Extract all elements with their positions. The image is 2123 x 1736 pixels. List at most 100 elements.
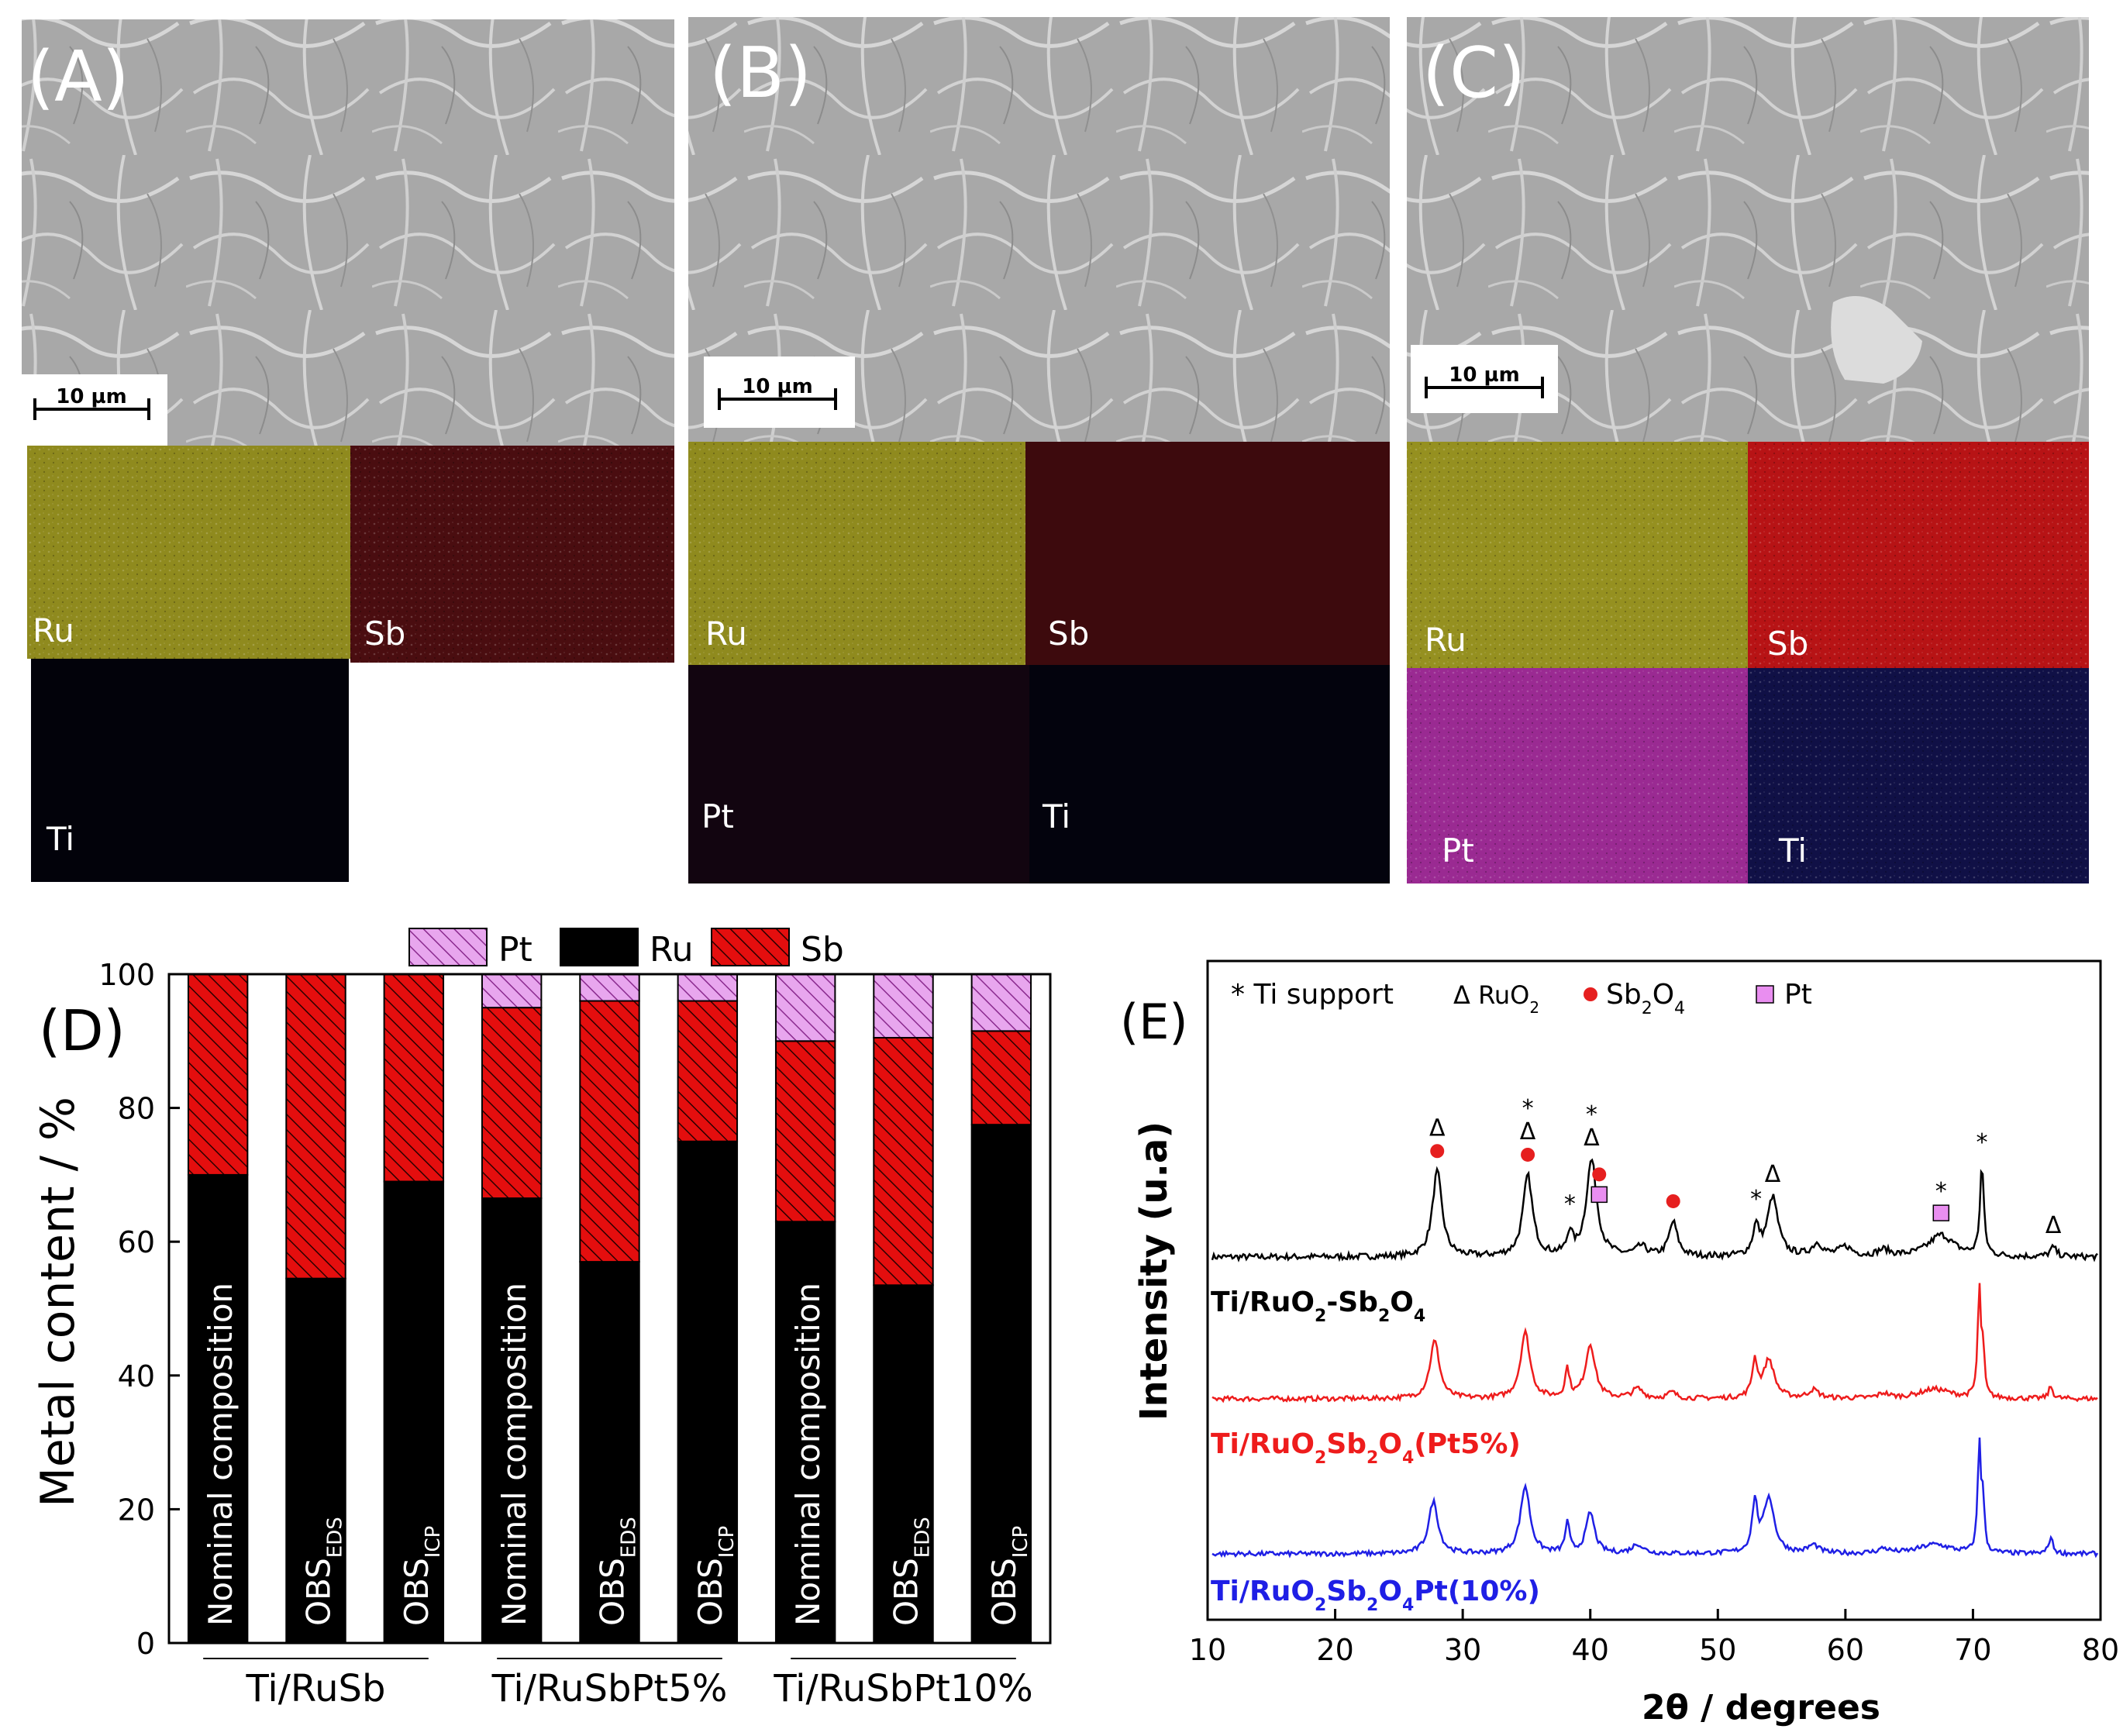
panel-label-a: (A) — [27, 36, 129, 118]
annotation-ruo2: Δ — [1520, 1118, 1536, 1145]
category-label-main: Nominal composition — [202, 1283, 240, 1626]
category-label-main: OBS — [887, 1558, 925, 1626]
annotation-sb2o4 — [1521, 1147, 1535, 1162]
annotation-sb2o4 — [1592, 1167, 1607, 1182]
scale-bar-c: 10 µm — [1411, 345, 1558, 413]
annotation-ti: * — [1976, 1129, 1987, 1156]
annotation-ti: * — [1750, 1186, 1762, 1213]
xrd-line-1 — [1211, 1283, 2098, 1404]
eds-map-b-pt — [688, 665, 1029, 884]
y-tick-label-d: 80 — [118, 1092, 155, 1126]
eds-label-c-sb: Sb — [1767, 625, 1808, 663]
bar-sb-5 — [677, 1000, 739, 1142]
peak-annotations-e: Δ Δ**Δ**Δ**Δ — [1429, 1095, 2062, 1239]
annotation-pt — [1591, 1186, 1608, 1204]
x-tick-label-e: 60 — [1827, 1633, 1864, 1667]
bar-pt-6 — [774, 973, 836, 1042]
category-label-main: OBS — [300, 1558, 338, 1626]
y-tick-label-d: 100 — [98, 958, 155, 992]
annotation-pt — [1932, 1204, 1950, 1221]
category-label-main: OBS — [398, 1558, 436, 1626]
sem-panel-b: (B) 10 µm Ru Sb Pt Ti — [688, 17, 1390, 884]
eds-map-b-ti — [1029, 665, 1390, 884]
legend-ti-support: * Ti support — [1231, 979, 1394, 1011]
xrd-chart-e: (E) Intensity (u.a) 2θ / degrees * Ti su… — [1120, 959, 2119, 1727]
eds-label-b-ru: Ru — [705, 615, 747, 653]
category-label-sub: EDS — [324, 1517, 347, 1558]
eds-map-a-ti — [31, 659, 349, 882]
x-tick-label-e: 30 — [1444, 1633, 1481, 1667]
bar-pt-5 — [677, 973, 739, 1002]
category-label-main: Nominal composition — [495, 1283, 533, 1626]
sem-panel-a: (A) 10 µm Ru Sb Ti — [22, 19, 674, 882]
scale-bar-b: 10 µm — [704, 356, 855, 428]
category-label-2: OBSICP — [398, 1526, 445, 1626]
y-tick-label-d: 0 — [136, 1627, 155, 1661]
eds-map-b-sb — [1025, 442, 1390, 665]
bar-ru-6 — [774, 1221, 836, 1645]
bar-pt-7 — [873, 973, 934, 1038]
x-tick-label-e: 20 — [1316, 1633, 1353, 1667]
category-label-main: OBS — [985, 1558, 1023, 1626]
category-label-5: OBSICP — [691, 1526, 739, 1626]
y-tick-label-d: 20 — [118, 1493, 155, 1527]
axis-e: 10 20 30 40 50 60 70 80 — [1189, 959, 2119, 1667]
group-labels-d: Ti/RuSb Ti/RuSbPt5% Ti/RuSbPt10% — [203, 1658, 1033, 1710]
group-label-d: Ti/RuSbPt5% — [491, 1667, 728, 1710]
x-tick-label-e: 50 — [1699, 1633, 1736, 1667]
bar-sb-8 — [970, 1030, 1032, 1126]
legend-ruo2: Δ RuO2 — [1453, 980, 1539, 1017]
category-label-7: OBSEDS — [887, 1517, 935, 1626]
annotation-ruo2: Δ — [1429, 1114, 1446, 1142]
xrd-line-2 — [1211, 1437, 2099, 1559]
eds-label-b-ti: Ti — [1042, 797, 1070, 835]
series-labels-e: Ti/RuO2-Sb2O4 Ti/RuO2Sb2O4(Pt5%) Ti/RuO2Sb… — [1211, 1286, 1540, 1615]
legend-e: * Ti support Δ RuO2 Sb2O4 Pt — [1231, 979, 1812, 1018]
bar-sb-0 — [187, 973, 249, 1176]
bar-chart-d: (D) Metal content / % Pt Ru Sb Nominal com… — [31, 928, 1052, 1710]
group-label-d: Ti/RuSb — [246, 1667, 386, 1710]
bar-ru-1 — [285, 1277, 346, 1645]
bar-ru-0 — [187, 1173, 249, 1644]
bar-sb-7 — [873, 1036, 934, 1286]
panel-label-d: (D) — [39, 998, 126, 1063]
category-label-main: Nominal composition — [789, 1283, 827, 1626]
legend-sb2o4: Sb2O4 — [1606, 979, 1685, 1018]
legend-label-pt: Pt — [498, 930, 532, 970]
bar-pt-4 — [579, 973, 640, 1002]
category-label-3: Nominal composition — [495, 1283, 533, 1626]
xrd-lines-e — [1211, 1158, 2099, 1559]
category-label-sub: ICP — [715, 1526, 739, 1559]
x-axis-title-e: 2θ / degrees — [1642, 1688, 1880, 1727]
xrd-line-0 — [1211, 1158, 2098, 1262]
scale-bar-a: 10 µm — [22, 374, 167, 446]
category-label-1: OBSEDS — [300, 1517, 347, 1626]
eds-label-a-ru: Ru — [33, 611, 74, 649]
bar-pt-8 — [970, 973, 1032, 1032]
category-label-sub: EDS — [618, 1517, 641, 1558]
eds-label-c-ru: Ru — [1425, 621, 1466, 659]
annotation-ti: * — [1522, 1095, 1534, 1122]
eds-label-a-ti: Ti — [46, 820, 74, 858]
series-label-1: Ti/RuO2Sb2O4(Pt5%) — [1211, 1428, 1521, 1468]
bar-ru-7 — [873, 1284, 934, 1645]
legend-d: Pt Ru Sb — [408, 928, 844, 970]
panel-label-c: (C) — [1422, 33, 1525, 114]
annotation-sb2o4 — [1430, 1144, 1445, 1159]
bar-sb-2 — [383, 973, 445, 1183]
x-tick-label-e: 40 — [1572, 1633, 1609, 1667]
annotation-ruo2: Δ — [1765, 1161, 1781, 1188]
x-tick-label-e: 80 — [2082, 1633, 2119, 1667]
panel-label-b: (B) — [709, 33, 812, 114]
annotation-ti: * — [1935, 1178, 1947, 1205]
y-axis-title-e: Intensity (u.a) — [1132, 1121, 1176, 1421]
category-label-main: OBS — [594, 1558, 632, 1626]
eds-label-c-ti: Ti — [1778, 832, 1807, 870]
y-axis-title-d: Metal content / % — [31, 1097, 85, 1507]
legend-swatch-pt — [408, 928, 488, 966]
category-label-0: Nominal composition — [202, 1283, 240, 1626]
eds-label-a-sb: Sb — [364, 615, 405, 653]
sem-particle-c — [1831, 296, 1922, 384]
